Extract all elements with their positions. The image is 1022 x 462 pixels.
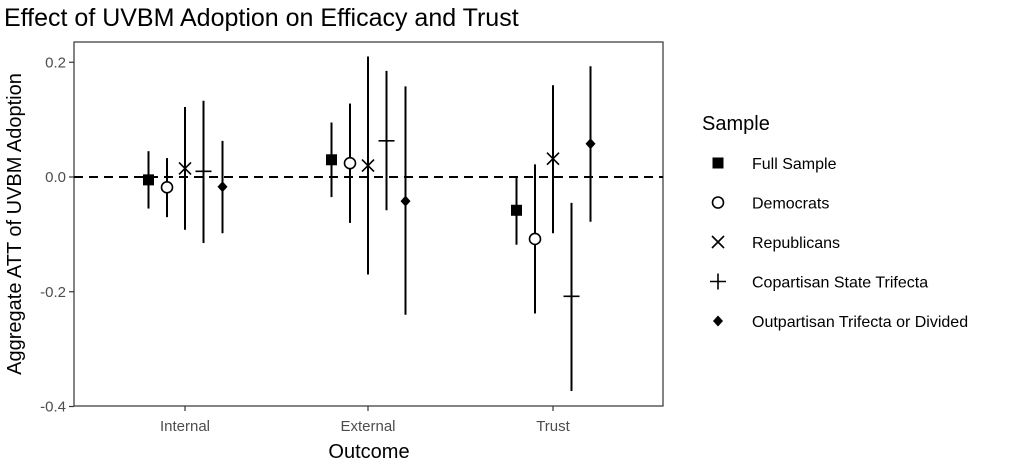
- y-tick-label: 0.2: [45, 54, 66, 71]
- legend-key: [711, 196, 725, 209]
- y-tick-label: 0.0: [45, 169, 66, 186]
- point-estimate: [528, 232, 542, 246]
- y-tick-label: -0.2: [40, 284, 66, 301]
- point-estimate: [343, 156, 357, 170]
- point-estimate: [585, 138, 596, 150]
- legend-key: [712, 157, 724, 169]
- x-tick-label: Trust: [536, 418, 570, 435]
- point-estimate: [160, 181, 174, 194]
- y-tick-label: -0.4: [40, 399, 66, 416]
- legend-label: Republicans: [752, 235, 840, 252]
- x-tick-label: External: [340, 418, 395, 435]
- legend-key: [710, 273, 726, 290]
- point-estimate: [400, 195, 411, 207]
- point-estimate: [326, 154, 337, 166]
- plot-area: -0.4 -0.2 0.0 0.2 Internal External Trust: [40, 54, 663, 435]
- y-axis-title: Aggregate ATT of UVBM Adoption: [4, 73, 26, 375]
- legend-title: Sample: [702, 113, 770, 135]
- point-estimate: [378, 132, 395, 149]
- legend-label: Copartisan State Trifecta: [752, 275, 928, 292]
- point-estimate: [217, 181, 228, 193]
- point-estimate: [143, 174, 154, 186]
- legend-label: Outpartisan Trifecta or Divided: [752, 314, 968, 331]
- point-estimate: [178, 161, 192, 175]
- legend: Full Sample Democrats Republicans Copartisa…: [710, 156, 968, 331]
- chart-title: Effect of UVBM Adoption on Efficacy and …: [4, 4, 519, 32]
- point-estimate: [195, 163, 212, 180]
- point-estimate: [546, 152, 560, 166]
- legend-label: Full Sample: [752, 156, 837, 173]
- point-estimate: [563, 288, 580, 305]
- x-axis-title: Outcome: [328, 441, 409, 462]
- legend-key: [713, 315, 723, 327]
- legend-label: Democrats: [752, 196, 829, 213]
- x-tick-label: Internal: [160, 418, 210, 435]
- point-estimate: [511, 204, 522, 216]
- point-estimate: [361, 158, 375, 173]
- legend-key: [711, 235, 725, 249]
